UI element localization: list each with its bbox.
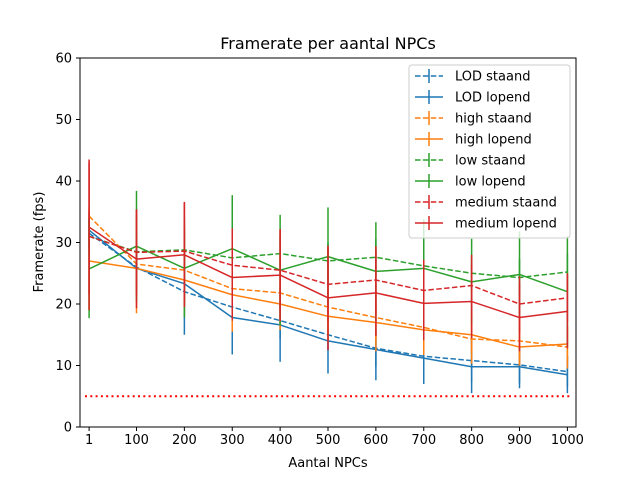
x-tick-label: 1000	[551, 433, 584, 448]
chart-title: Framerate per aantal NPCs	[220, 34, 436, 53]
series-line	[88, 235, 568, 279]
legend-label: medium lopend	[455, 217, 557, 232]
legend-label: medium staand	[455, 196, 557, 211]
legend-label: LOD lopend	[455, 91, 530, 106]
plot-area	[85, 159, 571, 398]
series-line	[88, 226, 568, 319]
x-tick-label: 400	[268, 433, 293, 448]
y-tick-label: 30	[55, 236, 72, 251]
legend-entry: high staand	[415, 111, 532, 127]
legend-label: low lopend	[455, 175, 526, 190]
legend-label: high lopend	[455, 133, 532, 148]
legend-label: high staand	[455, 112, 532, 127]
y-axis-label: Framerate (fps)	[32, 192, 47, 293]
y-tick-label: 60	[55, 52, 72, 67]
x-tick-label: 700	[411, 433, 436, 448]
y-tick-label: 20	[55, 298, 72, 313]
x-tick-label: 600	[363, 433, 388, 448]
x-tick-label: 300	[220, 433, 245, 448]
x-axis-label: Aantal NPCs	[288, 456, 368, 471]
y-tick-label: 50	[55, 113, 72, 128]
y-tick-label: 40	[55, 175, 72, 190]
legend-entry: medium lopend	[415, 216, 557, 232]
x-tick-label: 1	[85, 433, 93, 448]
legend-box	[408, 64, 571, 239]
legend-entry: low lopend	[415, 174, 526, 190]
y-tick-label: 10	[55, 359, 72, 374]
x-tick-label: 800	[459, 433, 484, 448]
legend-entry: high lopend	[415, 132, 532, 148]
legend-label: low staand	[455, 154, 526, 169]
legend-entry: LOD lopend	[415, 90, 530, 106]
legend-label: LOD staand	[455, 70, 530, 85]
x-tick-label: 500	[316, 433, 341, 448]
legend-entry: LOD staand	[415, 69, 530, 85]
legend-entry: medium staand	[415, 195, 557, 211]
legend-entry: low staand	[415, 153, 526, 169]
series-medium-lopend	[88, 159, 569, 352]
x-tick-label: 100	[124, 433, 149, 448]
x-tick-label: 900	[507, 433, 532, 448]
y-tick-label: 0	[64, 421, 72, 436]
x-tick-label: 200	[172, 433, 197, 448]
legend: LOD staand LOD lopend high staand high lope…	[408, 64, 571, 239]
axis-ticks: 1 100 200 300 400 500 600 700 800 900 1000 0 10 20 30 4…	[55, 52, 583, 449]
